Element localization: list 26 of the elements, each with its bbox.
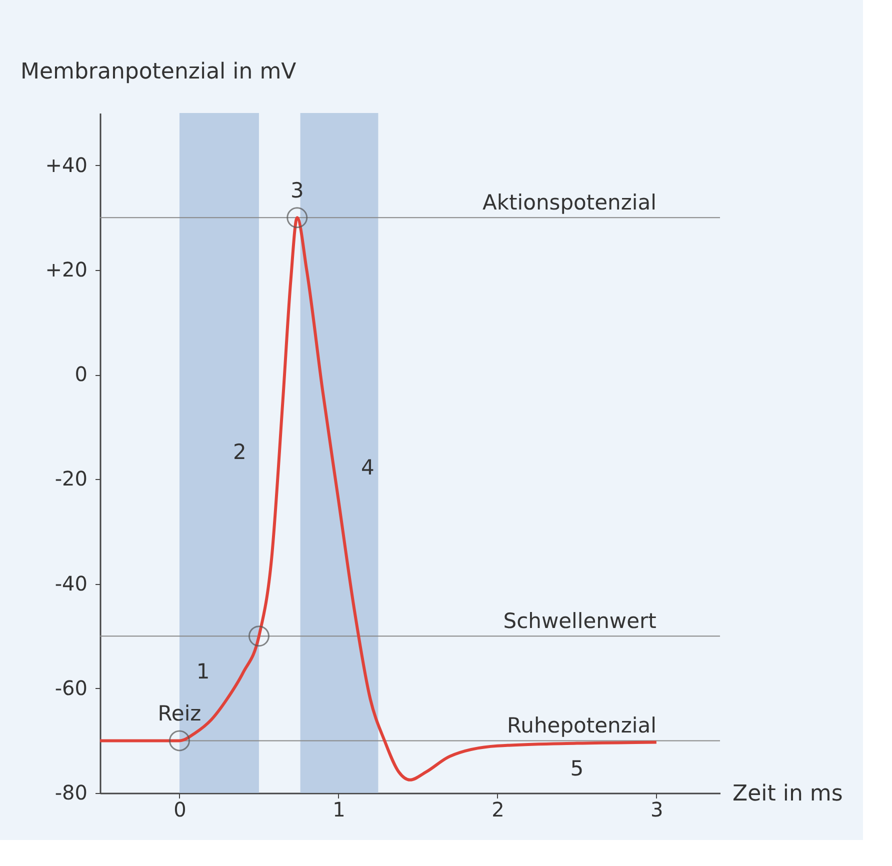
y-tick-label: +20: [45, 257, 88, 282]
y-tick-label: +40: [45, 152, 88, 177]
y-tick-label: 0: [74, 362, 88, 386]
y-tick-label: -40: [54, 571, 88, 596]
x-axis-title: Zeit in ms: [732, 782, 843, 806]
y-tick-label: -80: [54, 780, 88, 804]
point: [286, 207, 308, 228]
point: [248, 626, 270, 647]
x-tick-label: 3: [650, 798, 664, 822]
annotation: Reiz: [158, 702, 202, 726]
ref-line-label: Aktionspotenzial: [482, 190, 656, 215]
x-tick-label: 2: [492, 798, 504, 822]
annotation: 5: [570, 756, 584, 780]
ref-line-label: Ruhepotenzial: [507, 714, 656, 738]
x-tick-label: 1: [332, 798, 346, 822]
y-tick-label: -60: [54, 676, 88, 700]
point: [168, 730, 190, 752]
x-tick-label: 0: [174, 798, 186, 822]
y-tick-label: -20: [54, 466, 88, 491]
annotation: 3: [290, 178, 304, 203]
annotation: 1: [196, 660, 210, 684]
ref-line-label: Schwellenwert: [503, 609, 656, 634]
y-axis-title: Membranpotenzial in mV: [20, 60, 296, 84]
annotation: 2: [232, 440, 246, 464]
line-series: [98, 216, 658, 782]
annotation: 4: [361, 456, 374, 480]
